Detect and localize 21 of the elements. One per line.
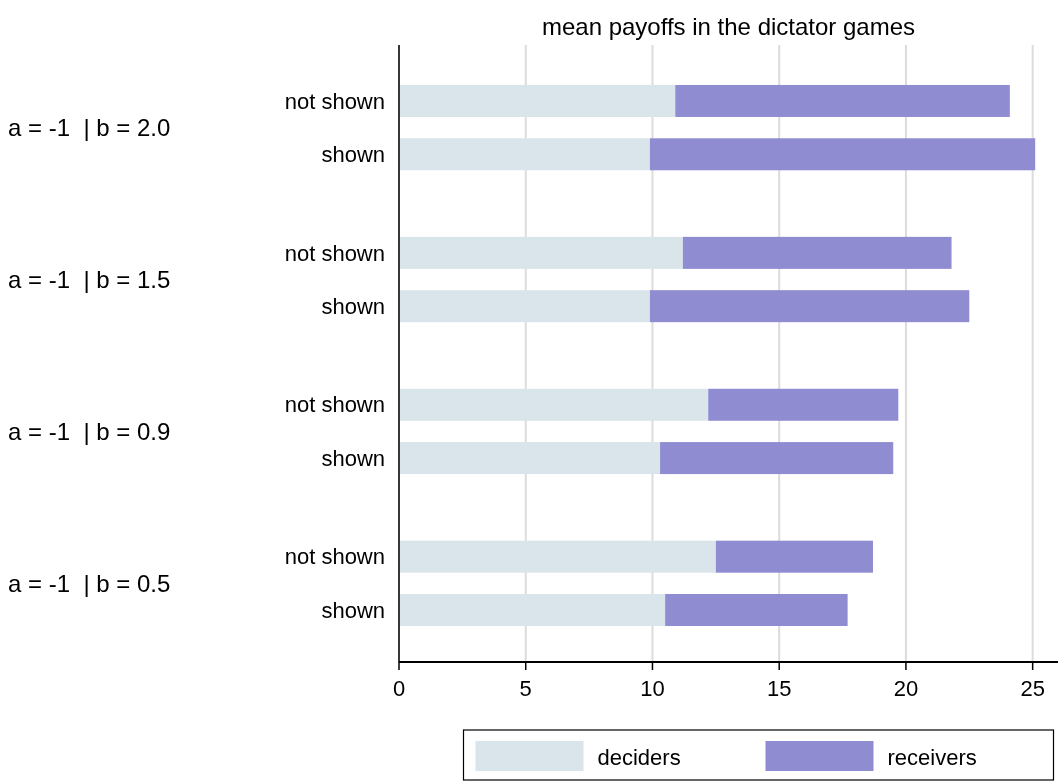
y-tick-label: not shown <box>284 544 385 570</box>
text: a = -1 | b = 2.0 <box>8 114 171 142</box>
text: a = -1 | b = 0.9 <box>8 417 171 445</box>
x-tick-label: 15 <box>766 676 792 701</box>
text: a = -1 | b = 1.5 <box>8 265 171 293</box>
y-tick-label: shown <box>321 445 385 471</box>
y-tick-label: shown <box>321 293 385 319</box>
x-tick-label: 20 <box>893 676 919 701</box>
x-tick-label: 0 <box>392 676 406 701</box>
text: a = -1 | b = 0.5 <box>8 569 171 597</box>
y-tick-label: not shown <box>284 240 385 266</box>
legend-label: receivers <box>887 744 977 770</box>
x-tick-label: 25 <box>1020 676 1045 701</box>
y-tick-label: shown <box>321 141 385 167</box>
legend-label: deciders <box>597 744 681 770</box>
x-tick-label: 10 <box>640 676 665 701</box>
x-tick-label: 5 <box>519 676 532 701</box>
y-tick-label: shown <box>321 597 385 623</box>
y-tick-label: not shown <box>284 88 385 114</box>
chart-title: mean payoffs in the dictator games <box>541 13 916 40</box>
y-tick-label: not shown <box>284 392 385 418</box>
